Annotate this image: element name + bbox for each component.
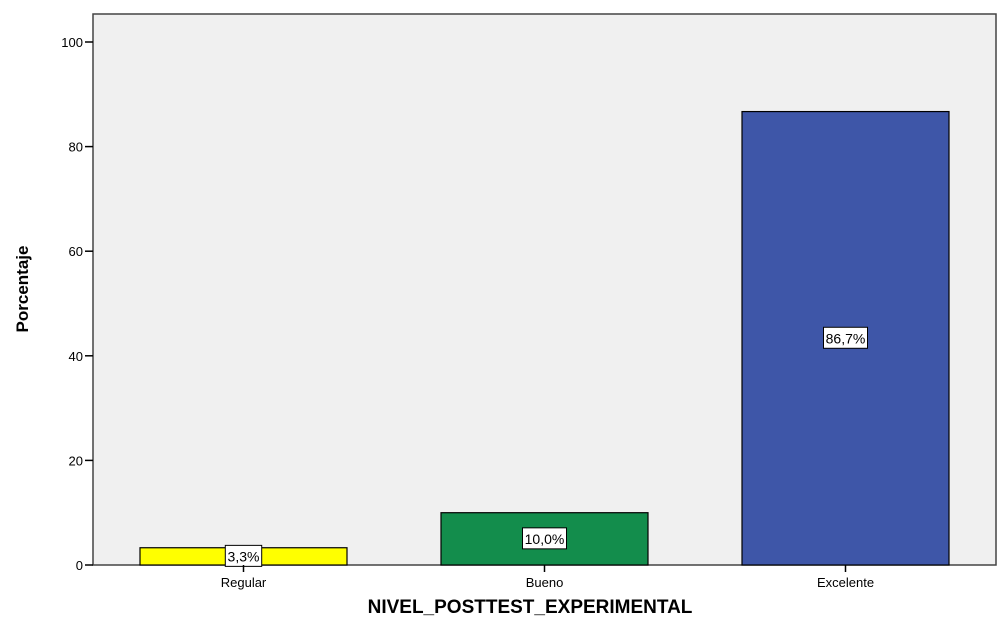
y-axis-title: Porcentaje: [13, 246, 32, 333]
data-label-box: [522, 527, 567, 550]
x-axis-title: NIVEL_POSTTEST_EXPERIMENTAL: [368, 597, 693, 618]
y-axis: 0 20 40 60 80 100: [61, 35, 93, 573]
y-tick-label: 100: [61, 35, 83, 50]
y-tick-label: 20: [69, 453, 83, 468]
data-label: 3,3%: [228, 548, 260, 564]
data-label: 86,7%: [826, 330, 866, 346]
y-tick-label: 60: [69, 244, 83, 259]
y-tick-label: 0: [76, 558, 83, 573]
data-label-box: [823, 326, 868, 349]
x-tick-label: Regular: [221, 575, 267, 590]
y-tick-label: 40: [69, 349, 83, 364]
x-axis: Regular Bueno Excelente: [221, 565, 874, 590]
x-tick-label: Bueno: [526, 575, 564, 590]
y-tick-label: 80: [69, 140, 83, 155]
data-label: 10,0%: [525, 531, 565, 547]
x-tick-label: Excelente: [817, 575, 874, 590]
bars: 3,3% 10,0% 86,7%: [139, 110, 950, 567]
